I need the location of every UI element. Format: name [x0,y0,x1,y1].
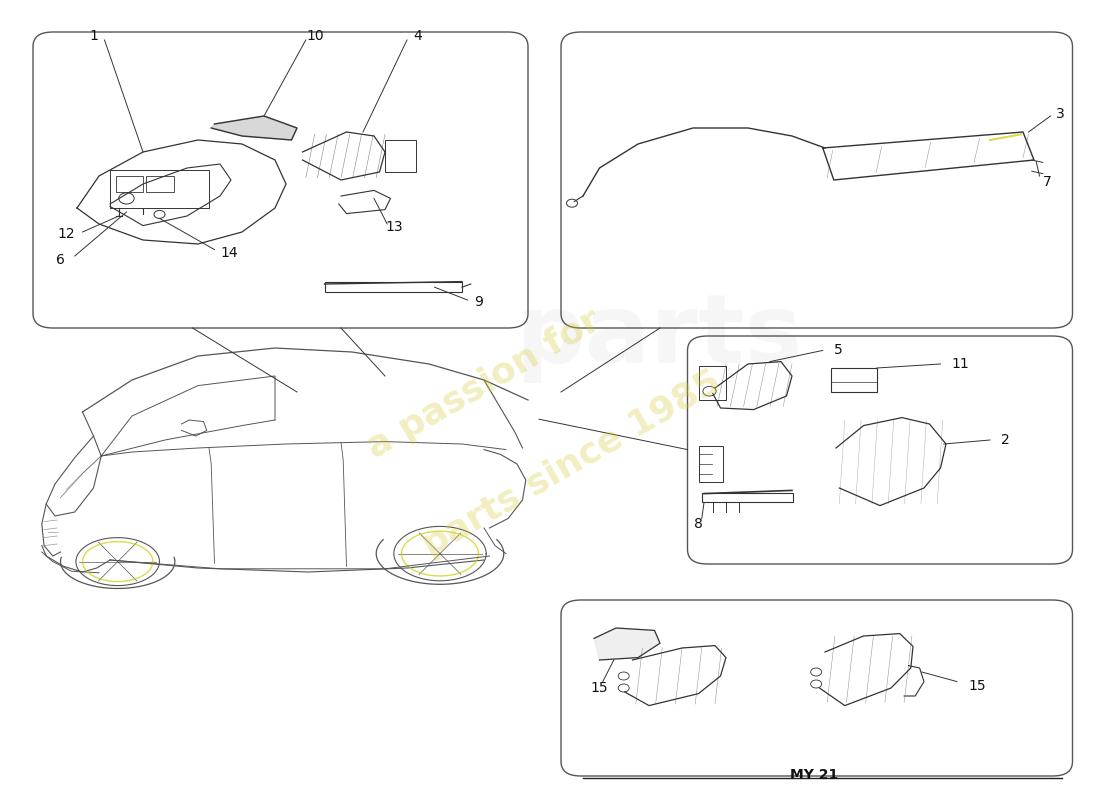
Text: 2: 2 [1001,433,1010,447]
Text: 15: 15 [968,678,986,693]
Text: 15: 15 [591,681,608,695]
Text: 12: 12 [57,227,75,242]
Text: parts: parts [516,290,804,382]
Text: 9: 9 [474,295,483,310]
Text: 6: 6 [56,253,65,267]
Text: 4: 4 [414,29,422,43]
Text: 1: 1 [89,29,98,43]
Text: 11: 11 [952,357,969,371]
Bar [116,176,143,192]
Polygon shape [594,628,660,660]
Text: 3: 3 [1056,106,1065,121]
Bar [324,282,462,292]
Polygon shape [211,116,297,140]
Bar [110,170,209,208]
Text: 10: 10 [307,29,324,43]
Bar [146,176,174,192]
Bar [702,493,793,502]
Text: 5: 5 [834,342,843,357]
Text: 8: 8 [694,517,703,531]
Text: MY 21: MY 21 [790,768,838,782]
Bar [830,368,877,392]
Bar [385,140,416,172]
Text: 14: 14 [220,246,238,260]
Text: 13: 13 [385,220,403,234]
Text: a passion for: a passion for [361,303,607,465]
Bar [698,446,723,482]
Text: parts since 1985: parts since 1985 [417,365,727,563]
Bar [698,366,726,400]
Text: 7: 7 [1043,174,1052,189]
